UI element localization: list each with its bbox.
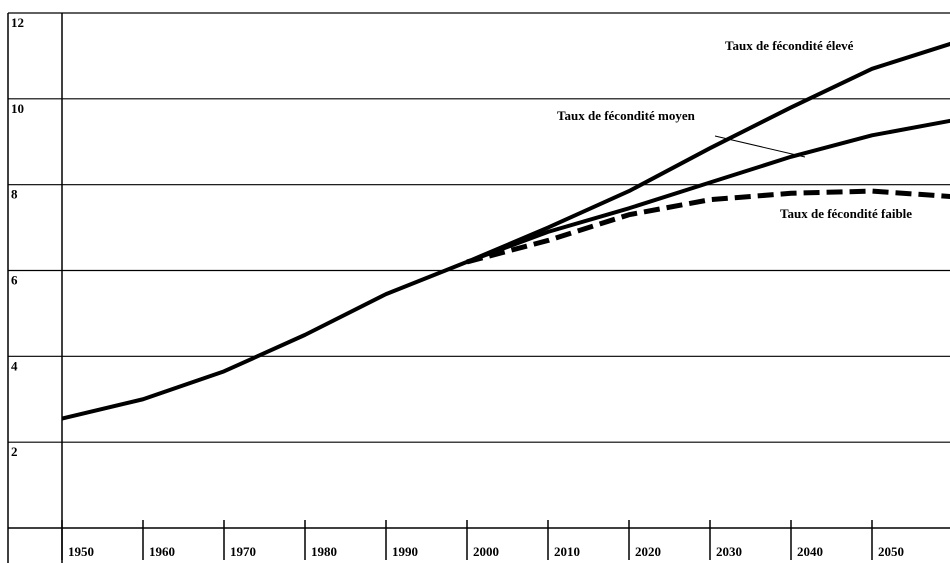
x-tick-label: 2030 [716,544,742,559]
x-tick-label: 2040 [797,544,823,559]
y-tick-label: 2 [11,444,18,459]
label-medium: Taux de fécondité moyen [557,108,695,123]
x-tick-label: 1990 [392,544,418,559]
x-tick-label: 1960 [149,544,175,559]
label-low: Taux de fécondité faible [780,206,913,221]
x-tick-label: 2010 [554,544,580,559]
x-tick-label: 1950 [68,544,94,559]
series-line [466,188,950,265]
x-tick-label: 1980 [311,544,337,559]
y-tick-label: 4 [11,358,18,373]
y-tick-label: 6 [11,273,18,288]
x-tick-label: 1970 [230,544,256,559]
x-tick-label: 2020 [635,544,661,559]
x-tick-label: 2000 [473,544,499,559]
series-line [466,118,950,264]
x-tick-label: 2050 [878,544,904,559]
label-high: Taux de fécondité élevé [725,38,854,53]
y-tick-label: 10 [11,101,24,116]
y-tick-label: 8 [11,187,18,202]
y-tick-label: 12 [11,15,24,30]
series-line [61,41,950,421]
